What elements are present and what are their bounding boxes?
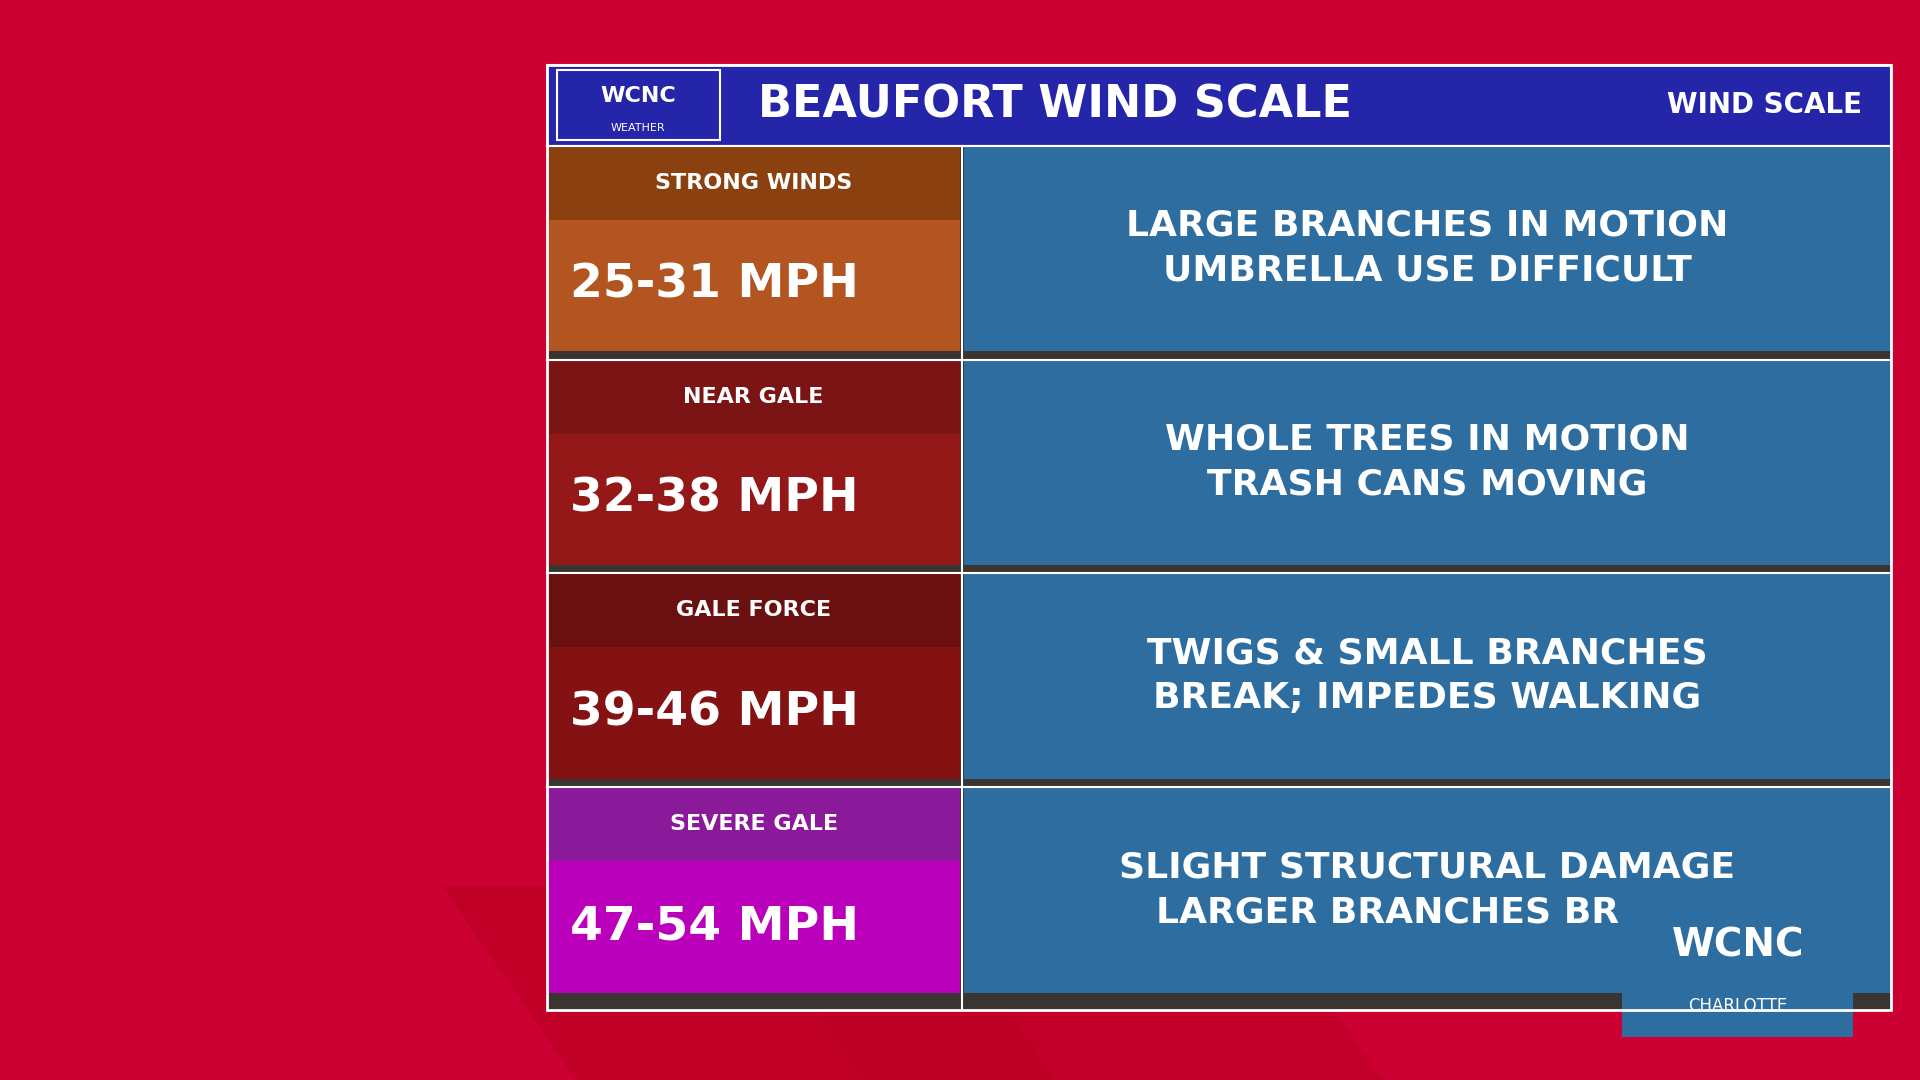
Text: WCNC: WCNC: [1670, 927, 1805, 964]
FancyBboxPatch shape: [547, 647, 960, 779]
Text: GALE FORCE: GALE FORCE: [676, 600, 831, 620]
FancyBboxPatch shape: [1622, 896, 1853, 1037]
Text: WIND SCALE: WIND SCALE: [1667, 92, 1862, 119]
Text: 32-38 MPH: 32-38 MPH: [570, 476, 858, 522]
FancyBboxPatch shape: [547, 146, 960, 219]
FancyBboxPatch shape: [547, 861, 960, 993]
Text: 47-54 MPH: 47-54 MPH: [570, 904, 860, 949]
FancyBboxPatch shape: [547, 573, 960, 647]
Text: LARGE BRANCHES IN MOTION
UMBRELLA USE DIFFICULT: LARGE BRANCHES IN MOTION UMBRELLA USE DI…: [1127, 210, 1728, 287]
FancyBboxPatch shape: [547, 65, 1891, 146]
Text: SLIGHT STRUCTURAL DAMAGE
LARGER BRANCHES BREAK: SLIGHT STRUCTURAL DAMAGE LARGER BRANCHES…: [1119, 851, 1736, 929]
Text: CHARLOTTE: CHARLOTTE: [1688, 997, 1788, 1015]
FancyBboxPatch shape: [547, 787, 960, 861]
Text: WCNC: WCNC: [601, 85, 676, 106]
Text: 25-31 MPH: 25-31 MPH: [570, 262, 858, 308]
Text: SEVERE GALE: SEVERE GALE: [670, 814, 837, 834]
FancyBboxPatch shape: [964, 787, 1891, 993]
Text: 39-46 MPH: 39-46 MPH: [570, 690, 858, 735]
FancyBboxPatch shape: [964, 146, 1891, 351]
FancyBboxPatch shape: [557, 70, 720, 140]
Text: NEAR GALE: NEAR GALE: [684, 387, 824, 406]
Polygon shape: [442, 886, 1056, 1080]
FancyBboxPatch shape: [547, 433, 960, 565]
Text: STRONG WINDS: STRONG WINDS: [655, 173, 852, 192]
Text: WEATHER: WEATHER: [611, 123, 666, 133]
Text: WHOLE TREES IN MOTION
TRASH CANS MOVING: WHOLE TREES IN MOTION TRASH CANS MOVING: [1165, 423, 1690, 501]
FancyBboxPatch shape: [964, 573, 1891, 779]
Text: TWIGS & SMALL BRANCHES
BREAK; IMPEDES WALKING: TWIGS & SMALL BRANCHES BREAK; IMPEDES WA…: [1148, 637, 1707, 715]
Text: BEAUFORT WIND SCALE: BEAUFORT WIND SCALE: [758, 84, 1352, 126]
FancyBboxPatch shape: [547, 219, 960, 351]
Polygon shape: [730, 886, 1382, 1080]
FancyBboxPatch shape: [547, 65, 1891, 1010]
FancyBboxPatch shape: [964, 360, 1891, 565]
FancyBboxPatch shape: [547, 360, 960, 433]
